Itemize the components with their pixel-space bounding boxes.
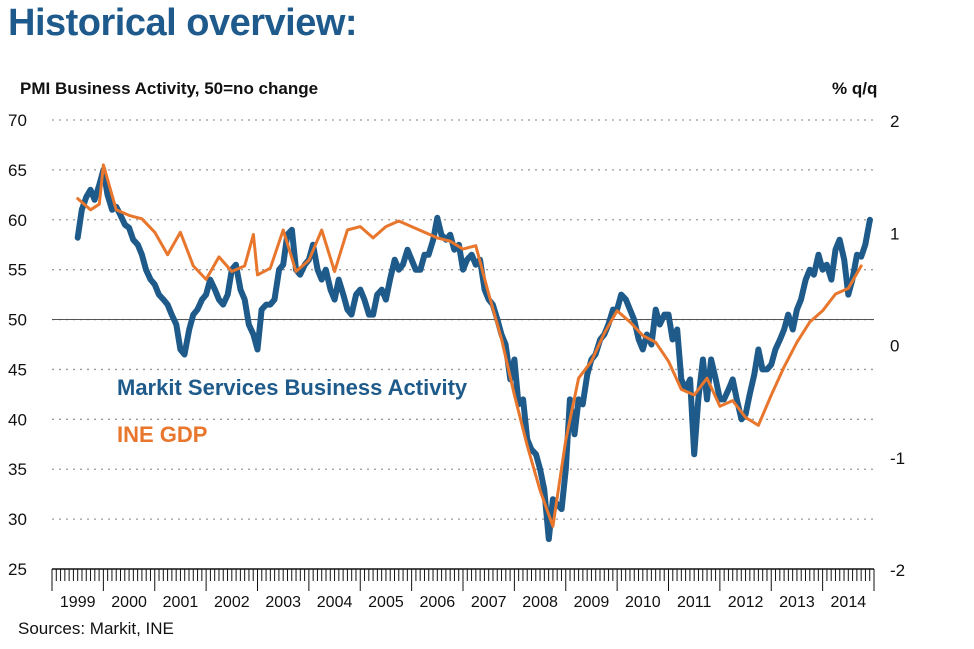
left-tick-label: 55 [8, 261, 27, 280]
left-tick-label: 30 [8, 510, 27, 529]
right-tick-label: 1 [890, 224, 899, 243]
left-tick-label: 70 [8, 111, 27, 130]
x-tick-label: 2014 [831, 594, 867, 611]
x-tick-label: 2012 [728, 594, 764, 611]
x-tick-label: 2011 [677, 594, 712, 611]
left-tick-label: 65 [8, 161, 27, 180]
left-tick-label: 25 [8, 560, 27, 579]
x-tick-label: 2010 [625, 594, 661, 611]
x-tick-label: 2001 [163, 594, 199, 611]
left-tick-label: 35 [8, 460, 27, 479]
series-label-gdp: INE GDP [117, 422, 207, 447]
series-line-markit-services [74, 166, 873, 543]
left-tick-label: 60 [8, 211, 27, 230]
series-label-markit: Markit Services Business Activity [117, 375, 468, 400]
x-tick-label: 2005 [368, 594, 404, 611]
x-tick-label: 2009 [574, 594, 610, 611]
right-tick-label: 0 [890, 337, 899, 356]
x-tick-label: 2000 [111, 594, 147, 611]
x-tick-label: 2008 [522, 594, 558, 611]
x-tick-label: 2006 [420, 594, 456, 611]
right-tick-label: 2 [890, 112, 899, 131]
right-axis-label: % q/q [832, 79, 878, 98]
source-note: Sources: Markit, INE [18, 619, 174, 638]
right-tick-label: -1 [890, 449, 905, 468]
left-tick-label: 40 [8, 410, 27, 429]
series-line-ine-gdp [76, 163, 863, 528]
left-axis-label: PMI Business Activity, 50=no change [20, 79, 319, 98]
x-tick-label: 2007 [471, 594, 507, 611]
x-tick-label: 2013 [779, 594, 815, 611]
x-tick-label: 1999 [60, 594, 96, 611]
x-tick-label: 2004 [317, 594, 353, 611]
x-tick-label: 2002 [214, 594, 250, 611]
left-tick-label: 45 [8, 360, 27, 379]
x-tick-label: 2003 [265, 594, 301, 611]
right-tick-label: -2 [890, 561, 905, 580]
page-title: Historical overview: [8, 2, 358, 44]
left-tick-label: 50 [8, 311, 27, 330]
